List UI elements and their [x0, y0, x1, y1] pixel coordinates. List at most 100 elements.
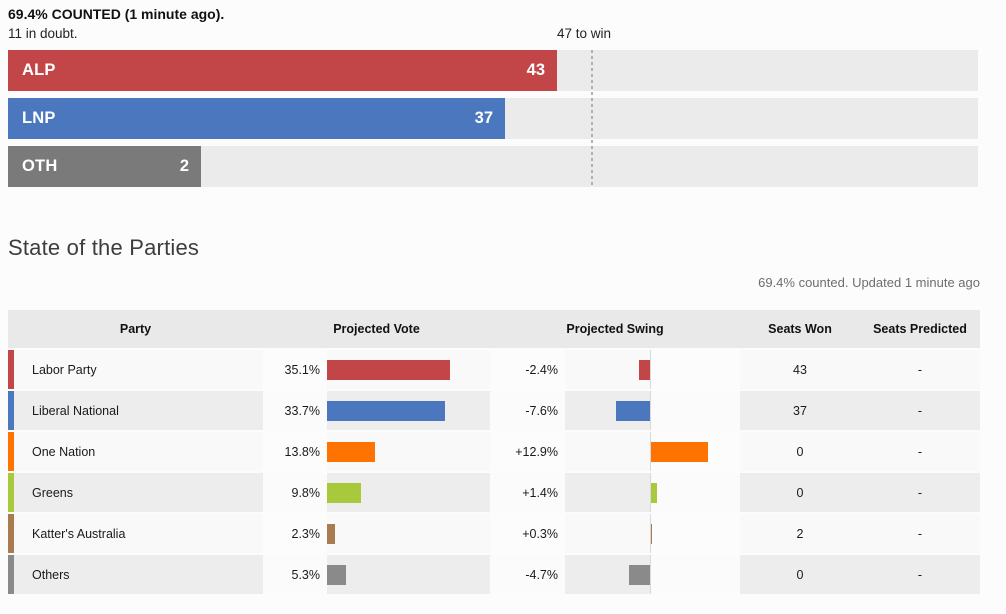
swing-negative-cell — [565, 391, 650, 430]
projected-vote-value: 2.3% — [263, 514, 327, 553]
table-row: Liberal National 33.7% -7.6% 37- — [8, 391, 980, 432]
party-code-label: LNP — [22, 109, 56, 127]
seats-predicted-value: - — [860, 391, 980, 430]
party-color-strip — [8, 473, 14, 512]
updated-status: 69.4% counted. Updated 1 minute ago — [758, 275, 980, 290]
projected-swing-value: +12.9% — [490, 432, 565, 471]
projected-vote-bar — [327, 524, 335, 544]
header-projected-vote: Projected Vote — [333, 322, 420, 336]
table-body: Labor Party 35.1% -2.4% 43- Liberal National… — [8, 350, 980, 596]
seat-track-oth: OTH 2 — [8, 146, 978, 187]
party-name: Katter's Australia — [14, 514, 263, 553]
summary-subline: 11 in doubt. 47 to win — [8, 24, 978, 43]
projected-vote-bar — [327, 565, 346, 585]
header-party: Party — [119, 322, 152, 336]
swing-negative-cell — [565, 514, 650, 553]
seat-count-label: 37 — [474, 109, 493, 127]
table-row: One Nation 13.8% +12.9% 0- — [8, 432, 980, 473]
party-color-strip — [8, 350, 14, 389]
projected-vote-bar — [327, 401, 445, 421]
party-color-strip — [8, 432, 14, 471]
to-win-label: 47 to win — [557, 26, 612, 41]
swing-positive-cell — [650, 350, 740, 389]
swing-negative-cell — [565, 350, 650, 389]
projected-swing-value: +1.4% — [490, 473, 565, 512]
in-doubt-label: 11 in doubt. — [8, 26, 78, 41]
projected-vote-bar — [327, 442, 375, 462]
projected-swing-value: -7.6% — [490, 391, 565, 430]
swing-positive-cell — [650, 391, 740, 430]
projected-vote-bar-cell — [327, 555, 490, 594]
seats-predicted-value: - — [860, 473, 980, 512]
seat-track-lnp: LNP 37 — [8, 98, 978, 139]
projected-vote-value: 9.8% — [263, 473, 327, 512]
seats-predicted-value: - — [860, 350, 980, 389]
header-projected-swing: Projected Swing — [566, 322, 664, 336]
seats-won-value: 2 — [740, 514, 860, 553]
projected-vote-bar-cell — [327, 473, 490, 512]
seat-count-label: 2 — [179, 157, 189, 175]
swing-negative-cell — [565, 473, 650, 512]
projected-swing-bar — [616, 401, 650, 421]
projected-swing-value: +0.3% — [490, 514, 565, 553]
party-color-strip — [8, 555, 14, 594]
seats-predicted-value: - — [860, 432, 980, 471]
table-row: Labor Party 35.1% -2.4% 43- — [8, 350, 980, 391]
seats-predicted-value: - — [860, 555, 980, 594]
projected-vote-bar — [327, 483, 361, 503]
projected-vote-bar-cell — [327, 350, 490, 389]
projected-swing-bar — [651, 442, 708, 462]
party-color-strip — [8, 514, 14, 553]
projected-vote-value: 5.3% — [263, 555, 327, 594]
swing-positive-cell — [650, 514, 740, 553]
party-name: Others — [14, 555, 263, 594]
projected-swing-bar — [629, 565, 650, 585]
seat-bar-oth: OTH 2 — [8, 146, 201, 187]
projected-vote-bar-cell — [327, 391, 490, 430]
swing-positive-cell — [650, 432, 740, 471]
projected-vote-value: 33.7% — [263, 391, 327, 430]
swing-negative-cell — [565, 555, 650, 594]
seats-won-value: 0 — [740, 473, 860, 512]
table-row: Greens 9.8% +1.4% 0- — [8, 473, 980, 514]
table-row: Others 5.3% -4.7% 0- — [8, 555, 980, 596]
header-seats-won: Seats Won — [768, 322, 832, 336]
projected-swing-bar — [651, 524, 652, 544]
seat-track-alp: ALP 43 — [8, 50, 978, 91]
swing-positive-cell — [650, 473, 740, 512]
seats-bar-chart: ALP 43 LNP 37 OTH 2 — [8, 50, 978, 187]
seat-count-label: 43 — [526, 61, 545, 79]
table-header-row: Party Projected Vote Projected Swing Sea… — [8, 310, 980, 350]
seats-won-value: 0 — [740, 555, 860, 594]
projected-vote-bar-cell — [327, 432, 490, 471]
header-seats-predicted: Seats Predicted — [873, 322, 967, 336]
seat-bar-alp: ALP 43 — [8, 50, 557, 91]
seats-won-value: 37 — [740, 391, 860, 430]
projected-vote-bar-cell — [327, 514, 490, 553]
party-name: Liberal National — [14, 391, 263, 430]
majority-target-line — [591, 50, 593, 187]
projected-swing-bar — [639, 360, 650, 380]
seats-predicted-value: - — [860, 514, 980, 553]
party-code-label: ALP — [22, 61, 56, 79]
party-name: Labor Party — [14, 350, 263, 389]
projected-swing-value: -2.4% — [490, 350, 565, 389]
table-row: Katter's Australia 2.3% +0.3% 2- — [8, 514, 980, 555]
seats-won-value: 43 — [740, 350, 860, 389]
swing-positive-cell — [650, 555, 740, 594]
seat-bar-lnp: LNP 37 — [8, 98, 505, 139]
state-of-parties-table: Party Projected Vote Projected Swing Sea… — [8, 310, 980, 596]
party-color-strip — [8, 391, 14, 430]
seats-won-value: 0 — [740, 432, 860, 471]
projected-vote-bar — [327, 360, 450, 380]
counted-status: 69.4% COUNTED (1 minute ago). — [8, 6, 225, 22]
projected-swing-bar — [651, 483, 657, 503]
projected-vote-value: 35.1% — [263, 350, 327, 389]
projected-vote-value: 13.8% — [263, 432, 327, 471]
party-name: Greens — [14, 473, 263, 512]
projected-swing-value: -4.7% — [490, 555, 565, 594]
party-code-label: OTH — [22, 157, 58, 175]
party-name: One Nation — [14, 432, 263, 471]
section-title: State of the Parties — [8, 235, 200, 260]
